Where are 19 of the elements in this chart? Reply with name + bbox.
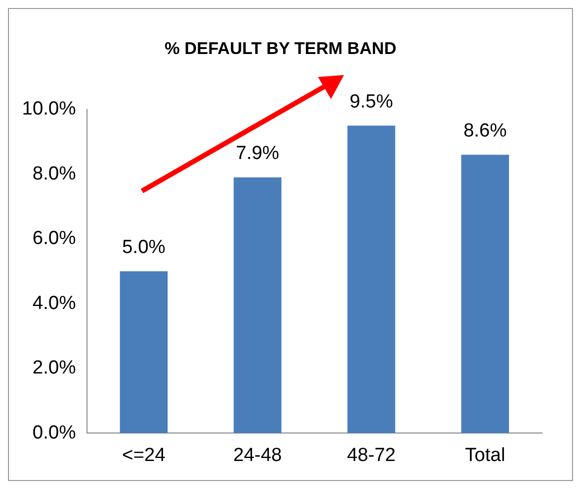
bar: [120, 271, 168, 434]
data-label: 8.6%: [463, 120, 507, 142]
data-label: 9.5%: [350, 91, 394, 112]
bar: [234, 177, 282, 434]
bar: [461, 154, 510, 434]
x-tick-label: <=24: [122, 444, 166, 466]
y-tick-label: 4.0%: [32, 292, 76, 314]
data-label: 5.0%: [122, 237, 166, 258]
bar: [347, 126, 396, 434]
y-tick-label: 0.0%: [32, 422, 76, 444]
x-tick-label: 48-72: [347, 444, 396, 466]
y-tick-label: 10.0%: [22, 98, 76, 120]
data-label: 7.9%: [236, 143, 280, 164]
y-tick-label: 8.0%: [32, 163, 76, 184]
y-tick-label: 6.0%: [32, 228, 76, 250]
y-tick-label: 2.0%: [32, 358, 76, 379]
x-tick-label: 24-48: [233, 444, 282, 466]
chart-title: % DEFAULT BY TERM BAND: [164, 38, 396, 58]
x-tick-label: Total: [465, 444, 506, 466]
